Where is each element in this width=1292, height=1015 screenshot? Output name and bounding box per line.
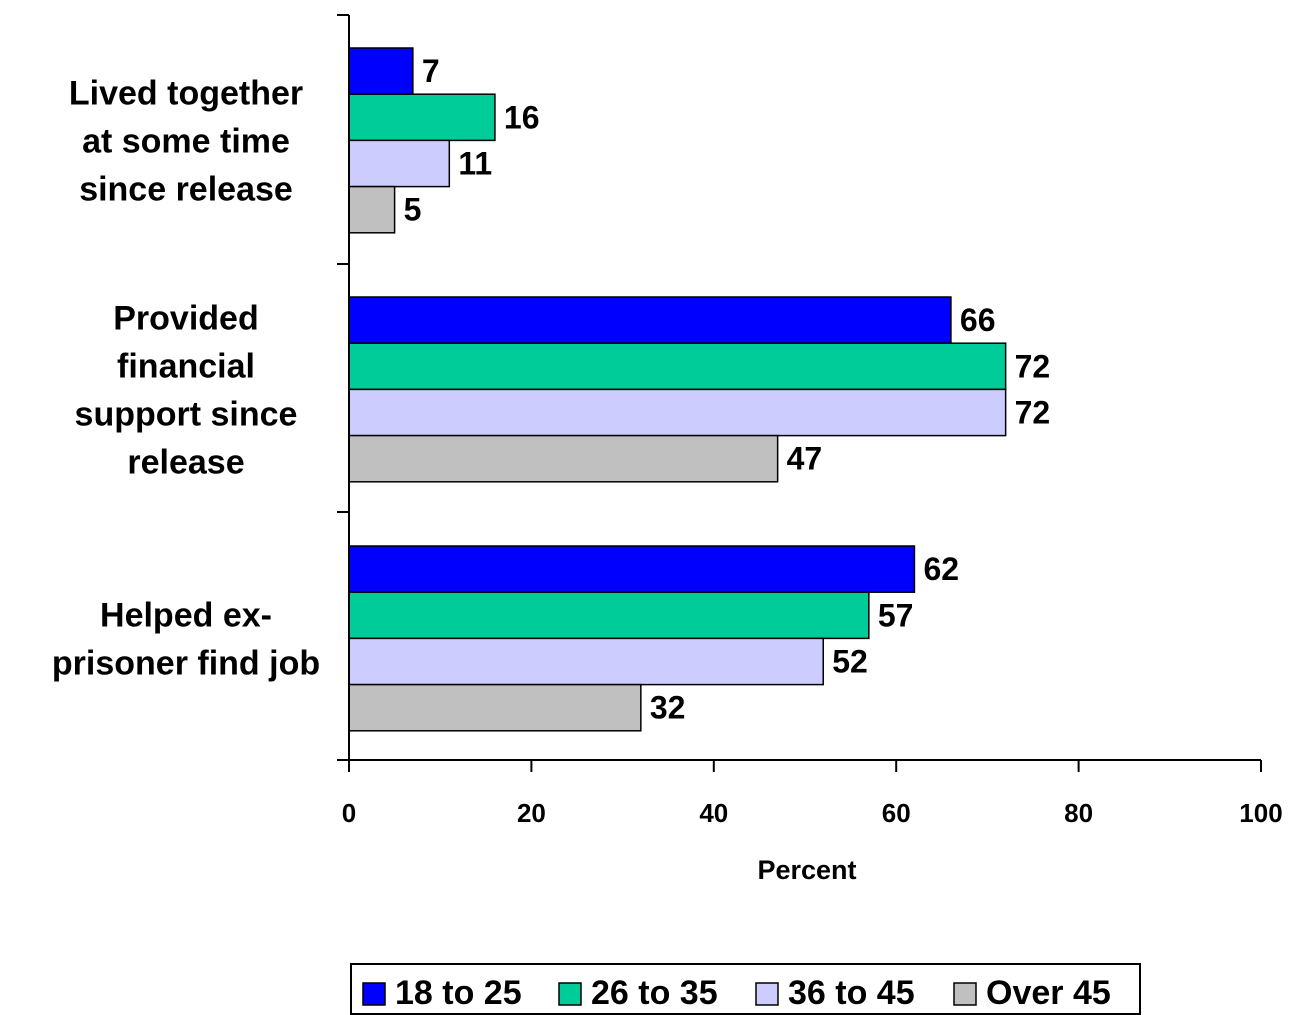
value-labels-layer: 7 66 62 16 72 57 11 72 52 5 47 32 <box>404 53 1051 726</box>
category-label-2-line-4: release <box>127 443 244 481</box>
legend-label-3: 36 to 45 <box>788 974 915 1012</box>
bar-1-2 <box>348 296 952 344</box>
value-label-3-3: 52 <box>832 644 868 680</box>
legend-label-4: Over 45 <box>986 974 1111 1012</box>
bar-1-3 <box>348 545 916 593</box>
x-tick-label-60: 60 <box>882 798 911 828</box>
bar-4-1 <box>348 185 396 234</box>
bar-4-2 <box>348 434 779 483</box>
value-label-4-2: 47 <box>787 441 823 477</box>
category-label-3-line-1: Helped ex- <box>100 596 272 634</box>
legend-swatch-2 <box>558 982 582 1006</box>
x-tick-label-20: 20 <box>517 798 546 828</box>
value-label-1-3: 62 <box>923 551 959 587</box>
bar-3-2 <box>348 388 1007 437</box>
legend-swatch-4 <box>953 982 977 1006</box>
category-label-3-line-2: prisoner find job <box>52 644 320 682</box>
value-label-2-2: 72 <box>1015 348 1051 384</box>
bar-2-1 <box>348 93 496 142</box>
value-label-4-1: 5 <box>404 192 422 228</box>
value-label-2-3: 57 <box>878 597 914 633</box>
x-axis-title: Percent <box>757 855 856 885</box>
bar-3-1 <box>348 139 451 188</box>
category-label-1-line-3: since release <box>79 170 293 208</box>
value-label-3-2: 72 <box>1015 395 1051 431</box>
legend-box <box>350 963 1141 1015</box>
legend-label-2: 26 to 35 <box>591 974 718 1012</box>
x-tick-label-100: 100 <box>1239 798 1282 828</box>
bar-4-3 <box>348 683 642 732</box>
axes-layer <box>348 15 1261 761</box>
legend-label-1: 18 to 25 <box>395 974 522 1012</box>
legend-swatch-1 <box>362 982 386 1006</box>
x-tick-label-80: 80 <box>1064 798 1093 828</box>
bar-2-3 <box>348 591 870 640</box>
value-label-2-1: 16 <box>504 99 540 135</box>
bars-layer <box>348 47 1007 732</box>
legend-swatch-3 <box>755 982 779 1006</box>
category-label-2-line-2: financial <box>117 347 255 385</box>
bar-2-2 <box>348 342 1007 391</box>
bar-1-1 <box>348 47 414 95</box>
x-tick-label-0: 0 <box>342 798 356 828</box>
value-label-1-1: 7 <box>422 53 440 89</box>
category-label-2-line-1: Provided <box>113 299 258 337</box>
bar-3-3 <box>348 637 824 686</box>
value-label-3-1: 11 <box>458 146 492 182</box>
legend: 18 to 25 26 to 35 36 to 45 Over 45 <box>350 963 1141 1015</box>
value-label-4-3: 32 <box>650 690 686 726</box>
ticks-layer: 0 20 40 60 80 100 <box>337 14 1283 828</box>
category-label-1-line-1: Lived together <box>69 74 303 112</box>
x-tick-label-40: 40 <box>699 798 728 828</box>
category-labels-layer: Lived together at some time since release P… <box>52 74 320 682</box>
category-label-2-line-3: support since <box>75 395 298 433</box>
category-label-1-line-2: at some time <box>82 122 290 160</box>
value-label-1-2: 66 <box>960 302 996 338</box>
